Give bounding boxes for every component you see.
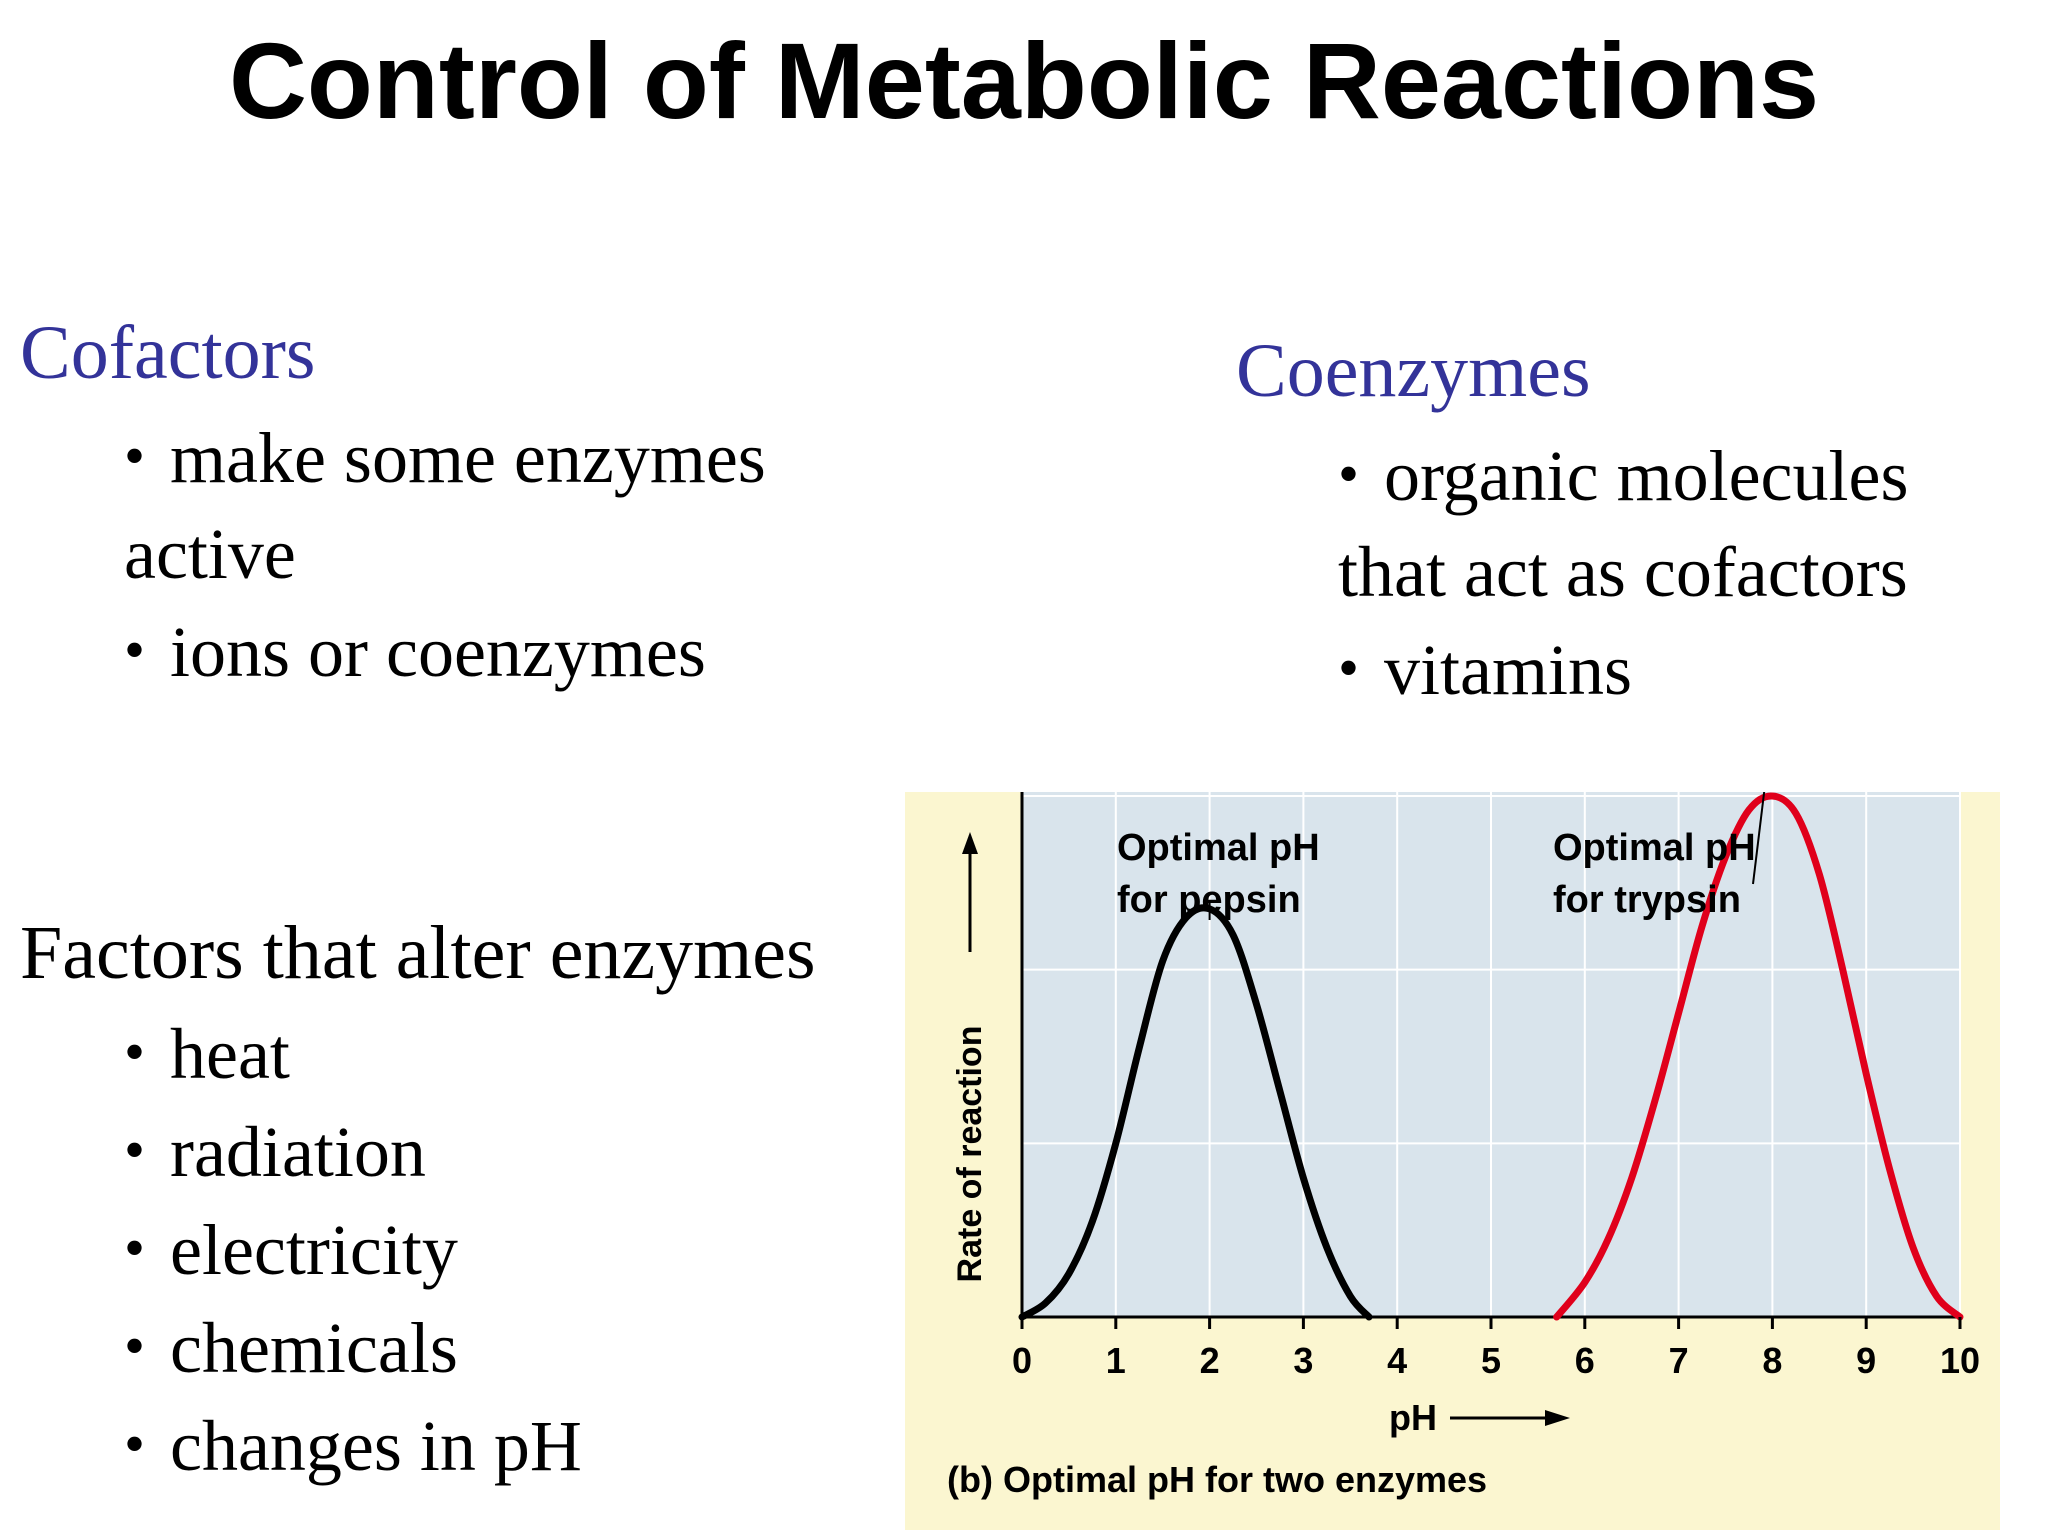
bullet-icon: • (124, 1117, 146, 1183)
bullet-icon: • (124, 423, 146, 489)
x-tick-label: 2 (1200, 1340, 1220, 1381)
x-tick-label: 1 (1106, 1340, 1126, 1381)
y-axis-label: Rate of reaction (951, 1026, 989, 1283)
cofactors-list: • make some enzymes active • ions or coenz… (124, 408, 884, 700)
list-item: • heat (124, 1004, 884, 1102)
list-item: • vitamins (1338, 620, 2018, 718)
x-tick-label: 0 (1012, 1340, 1032, 1381)
x-tick-label: 4 (1387, 1340, 1407, 1381)
chart-caption: (b) Optimal pH for two enzymes (947, 1459, 1487, 1500)
list-item: • changes in pH (124, 1396, 884, 1494)
x-tick-label: 10 (1940, 1340, 1980, 1381)
list-item: • radiation (124, 1102, 884, 1200)
factors-heading: Factors that alter enzymes (20, 911, 816, 995)
annotation-leader-trypsin (1752, 792, 1766, 885)
optimal-ph-chart: 0 1 2 3 4 5 6 7 8 9 10 Optimal pH for pepsinOptimal… (905, 792, 2000, 1530)
list-item: • organic molecules that act as cofactors (1338, 426, 2018, 620)
annotations: Optimal pH for pepsin Optimal pH for trypsi… (1117, 792, 1766, 921)
x-tick-label: 3 (1293, 1340, 1313, 1381)
x-axis-label: pH (1389, 1397, 1437, 1438)
list-item: • electricity (124, 1200, 884, 1298)
list-item: • make some enzymes active (124, 408, 884, 602)
bullet-icon: • (124, 1019, 146, 1085)
cofactors-heading: Cofactors (20, 311, 316, 395)
x-tick-label: 9 (1856, 1340, 1876, 1381)
bullet-icon: • (124, 1313, 146, 1379)
x-tick-label: 8 (1762, 1340, 1782, 1381)
bullet-icon: • (124, 1215, 146, 1281)
grid-lines (1022, 792, 1961, 1317)
y-axis-arrow-icon (962, 832, 978, 952)
coenzymes-list: • organic molecules that act as cofactors… (1338, 426, 2018, 718)
bullet-icon: • (124, 617, 146, 683)
x-tick-label: 7 (1669, 1340, 1689, 1381)
curve-pepsin (1018, 904, 1373, 1321)
list-item: • ions or coenzymes (124, 602, 884, 700)
bullet-icon: • (1338, 441, 1360, 507)
bullet-icon: • (1338, 635, 1360, 701)
x-axis-arrow-icon (1450, 1410, 1570, 1426)
annotation-pepsin: Optimal pH for pepsin (1117, 827, 1320, 921)
list-item: • chemicals (124, 1298, 884, 1396)
slide-title: Control of Metabolic Reactions (228, 20, 1820, 141)
x-tick-label: 5 (1481, 1340, 1501, 1381)
annotation-trypsin: Optimal pH for trypsin (1553, 827, 1756, 921)
x-tick-label: 6 (1575, 1340, 1595, 1381)
coenzymes-heading: Coenzymes (1236, 329, 1591, 413)
factors-list: • heat • radiation • electricity • chemicals… (124, 1004, 884, 1494)
bullet-icon: • (124, 1411, 146, 1477)
x-tick-labels: 0 1 2 3 4 5 6 7 8 9 10 (1012, 1317, 1980, 1381)
